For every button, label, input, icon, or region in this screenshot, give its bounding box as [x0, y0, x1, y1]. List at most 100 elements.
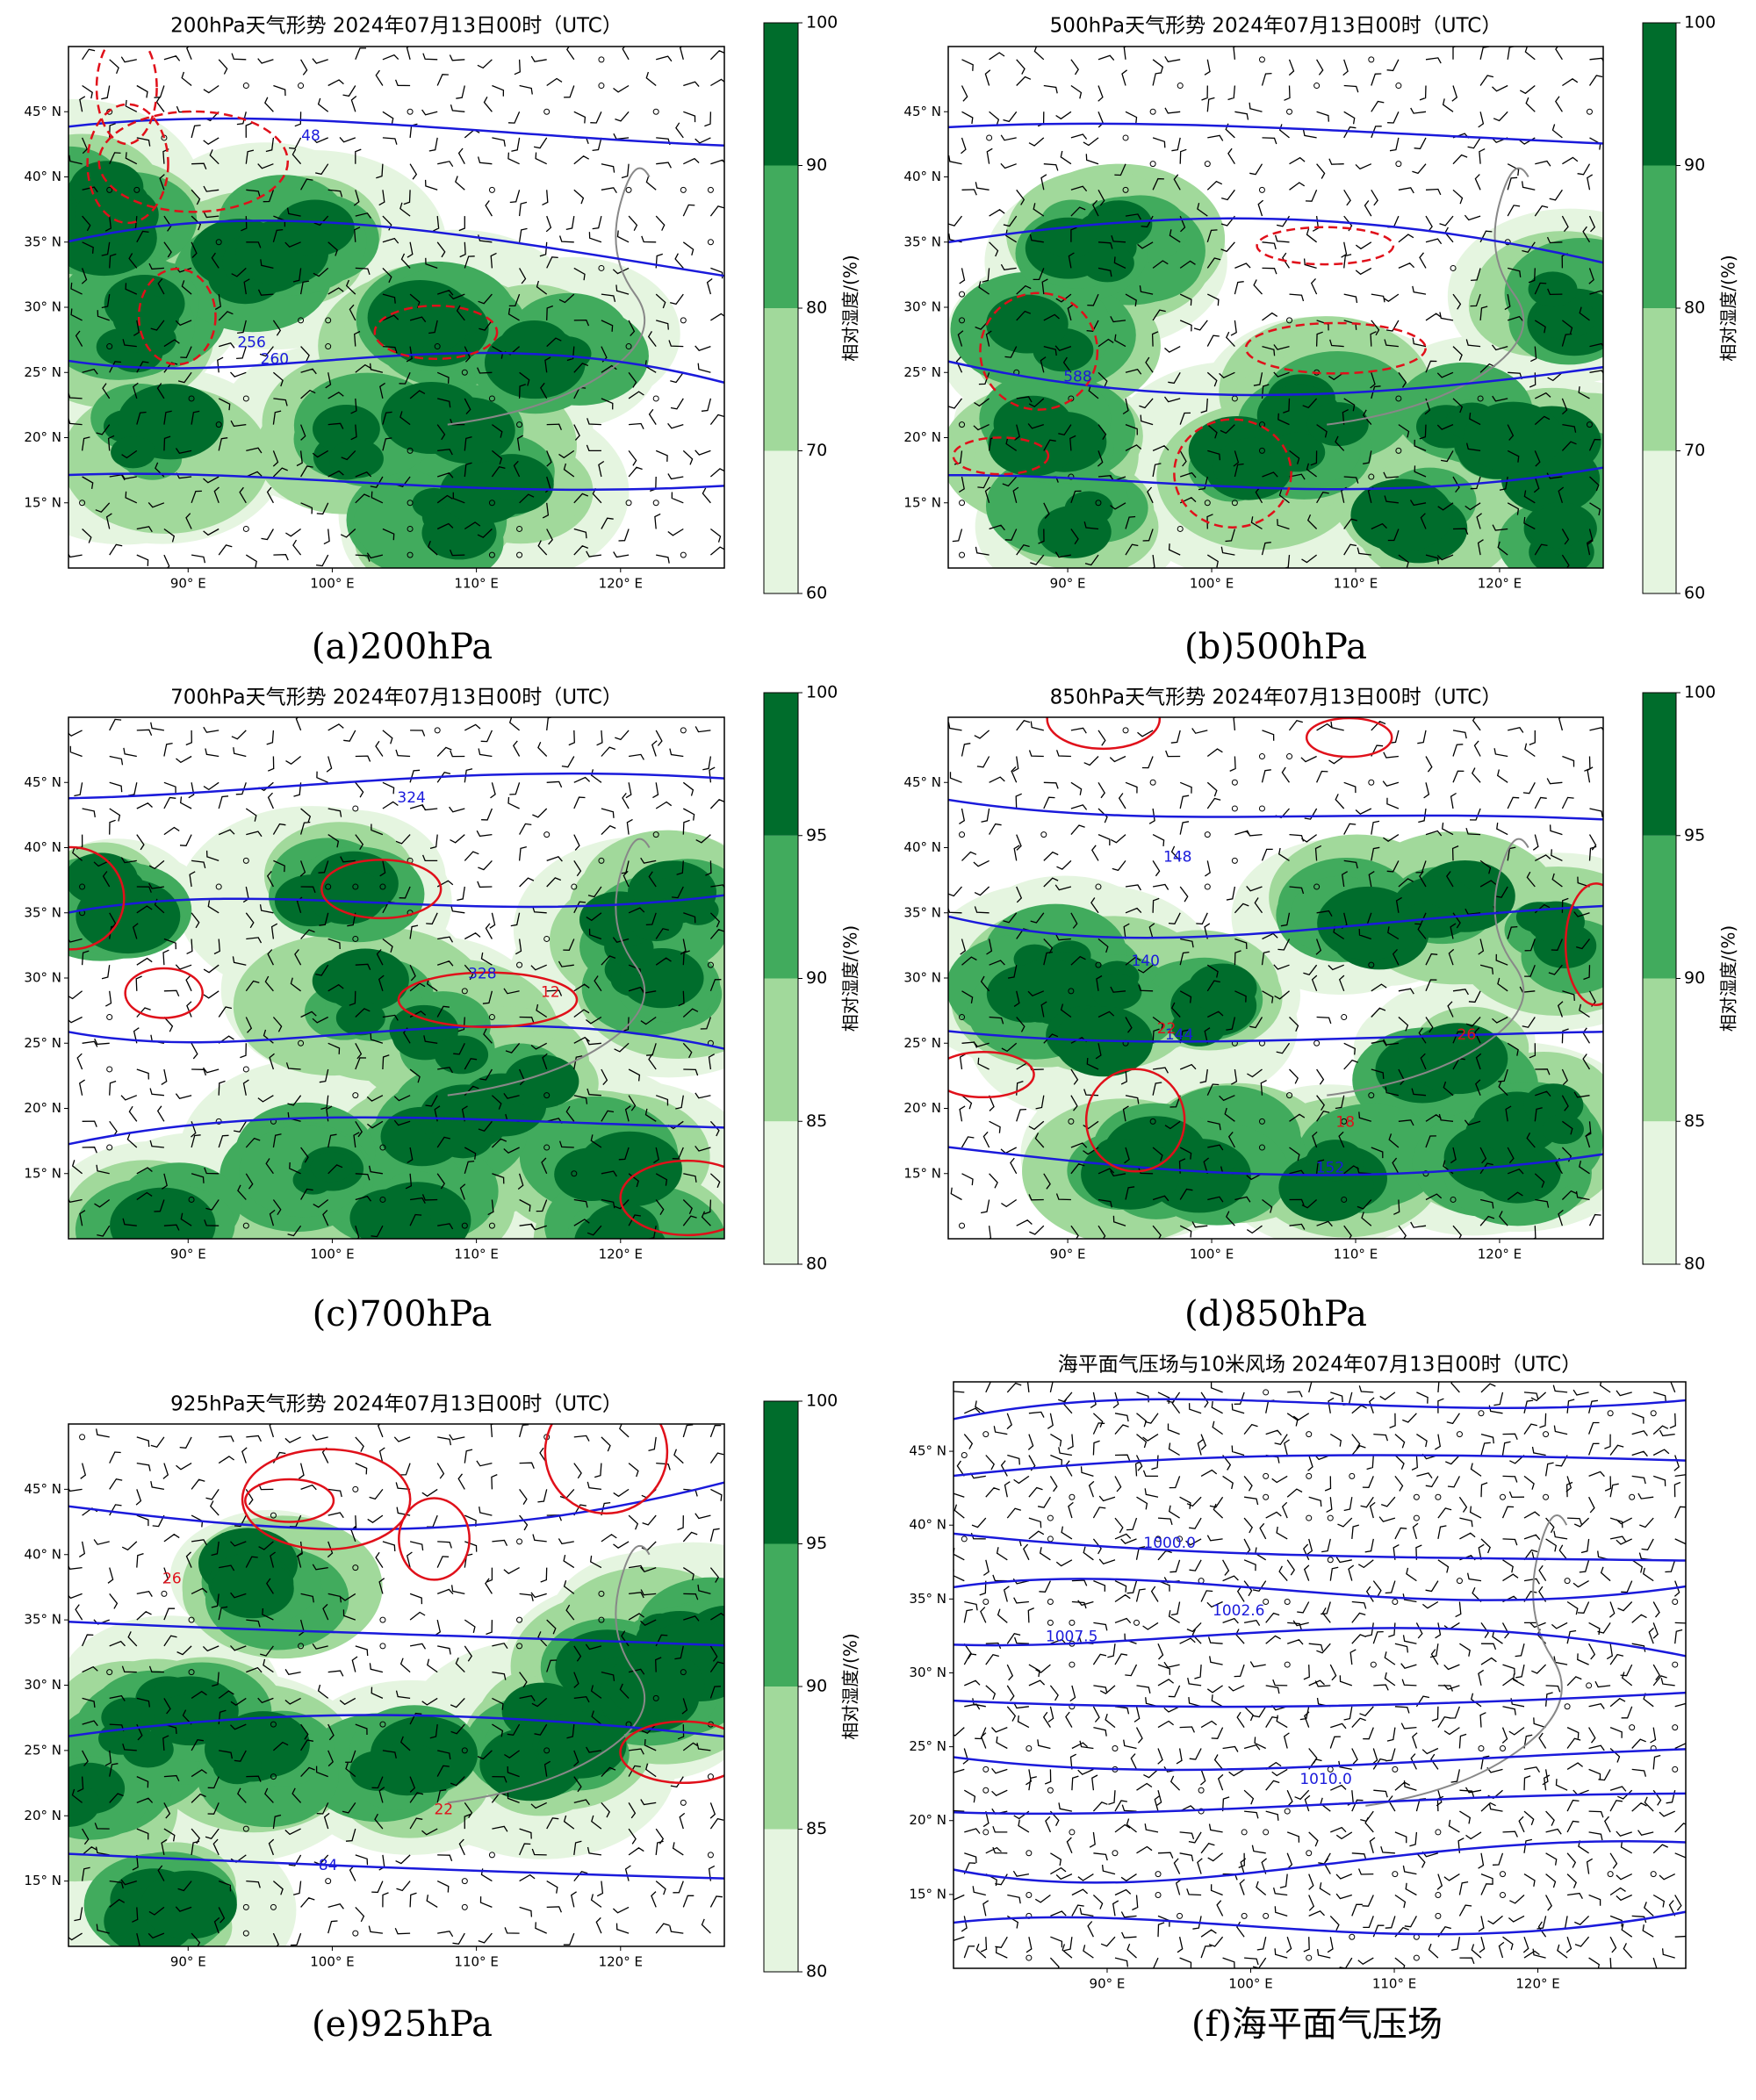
humidity-area — [491, 471, 531, 500]
calm-wind — [625, 343, 632, 350]
calm-wind — [1368, 961, 1375, 968]
height-contour — [954, 1398, 1686, 1420]
temperature-contour — [1256, 226, 1395, 266]
calm-wind — [1456, 1578, 1463, 1585]
calm-wind — [961, 1535, 968, 1543]
y-tick-label: 40° N — [24, 169, 61, 184]
colorbar-tick-label: 100 — [806, 13, 838, 32]
x-tick-label: 110° E — [454, 1954, 498, 1970]
calm-wind — [1258, 56, 1265, 63]
calm-wind — [1263, 1493, 1270, 1500]
x-tick-label: 110° E — [454, 1247, 498, 1262]
y-tick-label: 35° N — [903, 904, 941, 920]
calm-wind — [1341, 1118, 1348, 1125]
height-contour — [954, 1578, 1686, 1601]
x-tick-label: 110° E — [454, 576, 498, 592]
calm-wind — [1395, 447, 1402, 454]
calm-wind — [1500, 1493, 1506, 1500]
y-tick-label: 20° N — [24, 1808, 61, 1823]
calm-wind — [161, 1590, 168, 1597]
height-contour — [68, 1714, 724, 1738]
calm-wind — [242, 1825, 249, 1832]
calm-wind — [298, 1643, 305, 1650]
humidity-area — [310, 1152, 353, 1183]
calm-wind — [598, 857, 605, 864]
y-tick-label: 20° N — [24, 429, 61, 445]
humidity-area — [1171, 1007, 1227, 1046]
calm-wind — [215, 239, 222, 246]
x-tick-label: 90° E — [1050, 1247, 1086, 1262]
contour-label: 260 — [261, 351, 289, 369]
height-contour — [954, 1691, 1686, 1708]
colorbar-tick-label: 100 — [1684, 683, 1716, 702]
calm-wind — [1112, 1745, 1119, 1751]
calm-wind — [106, 1014, 113, 1021]
y-tick-label: 45° N — [24, 104, 61, 119]
calm-wind — [1258, 1118, 1265, 1125]
coastline — [1365, 1514, 1568, 1807]
calm-wind — [959, 500, 966, 507]
y-tick-label: 35° N — [24, 1612, 61, 1628]
calm-wind — [1231, 805, 1238, 812]
humidity-area — [111, 435, 156, 469]
calm-wind — [652, 1694, 659, 1701]
humidity-area — [1043, 220, 1097, 259]
panel-caption: (b)500hPa — [1184, 627, 1367, 667]
calm-wind — [543, 108, 551, 115]
calm-wind — [986, 134, 993, 141]
temperature-contour — [619, 1720, 724, 1785]
calm-wind — [1258, 805, 1265, 812]
height-contour — [948, 1030, 1603, 1043]
calm-wind — [1306, 1850, 1313, 1857]
y-tick-label: 25° N — [24, 1742, 61, 1758]
calm-wind — [1204, 500, 1211, 507]
calm-wind — [1450, 264, 1457, 271]
calm-wind — [1069, 1661, 1076, 1668]
calm-wind — [1284, 1599, 1291, 1605]
y-tick-label: 25° N — [903, 364, 941, 380]
calm-wind — [1241, 1912, 1248, 1919]
calm-wind — [680, 186, 687, 193]
humidity-area — [68, 852, 138, 905]
calm-wind — [325, 317, 332, 324]
calm-wind — [106, 1669, 113, 1676]
calm-wind — [1231, 779, 1238, 786]
calm-wind — [680, 1799, 687, 1806]
height-contour — [948, 904, 1603, 939]
map-field: 328 324 12 — [68, 717, 724, 1239]
calm-wind — [352, 805, 359, 812]
calm-wind — [1435, 1829, 1442, 1836]
calm-wind — [1413, 1954, 1420, 1961]
colorbar-band — [1643, 835, 1676, 979]
humidity-area — [1081, 1139, 1180, 1210]
colorbar-band — [764, 1543, 798, 1686]
calm-wind — [1122, 186, 1129, 193]
colorbar-tick-label: 90 — [806, 968, 827, 988]
calm-wind — [1263, 1599, 1270, 1605]
humidity-area — [484, 327, 586, 399]
x-tick-label: 100° E — [310, 1954, 354, 1970]
panel: 328 324 12 90° E 100° E 110° E 120° E 15° N 20° … — [24, 683, 860, 1335]
calm-wind — [242, 1066, 249, 1073]
y-tick-label: 45° N — [903, 774, 941, 790]
calm-wind — [488, 500, 495, 507]
calm-wind — [959, 421, 966, 428]
calm-wind — [516, 421, 523, 428]
map-field: 152 148 144 140 22 26 18 — [948, 717, 1603, 1239]
humidity-area — [1542, 1114, 1584, 1145]
panel-caption: (d)850hPa — [1184, 1294, 1367, 1334]
calm-wind — [1263, 1389, 1270, 1396]
calm-wind — [298, 1039, 305, 1046]
contour-label: 1000.0 — [1143, 1535, 1195, 1552]
calm-wind — [516, 961, 523, 968]
contour-label: 26 — [1457, 1026, 1477, 1044]
calm-wind — [1586, 1682, 1593, 1689]
calm-wind — [1477, 395, 1484, 402]
panel-caption: (a)200hPa — [312, 627, 493, 667]
calm-wind — [1284, 1661, 1291, 1668]
calm-wind — [707, 186, 714, 193]
calm-wind — [625, 500, 632, 507]
calm-wind — [680, 1669, 687, 1676]
colorbar-tick-label: 80 — [1684, 298, 1705, 318]
